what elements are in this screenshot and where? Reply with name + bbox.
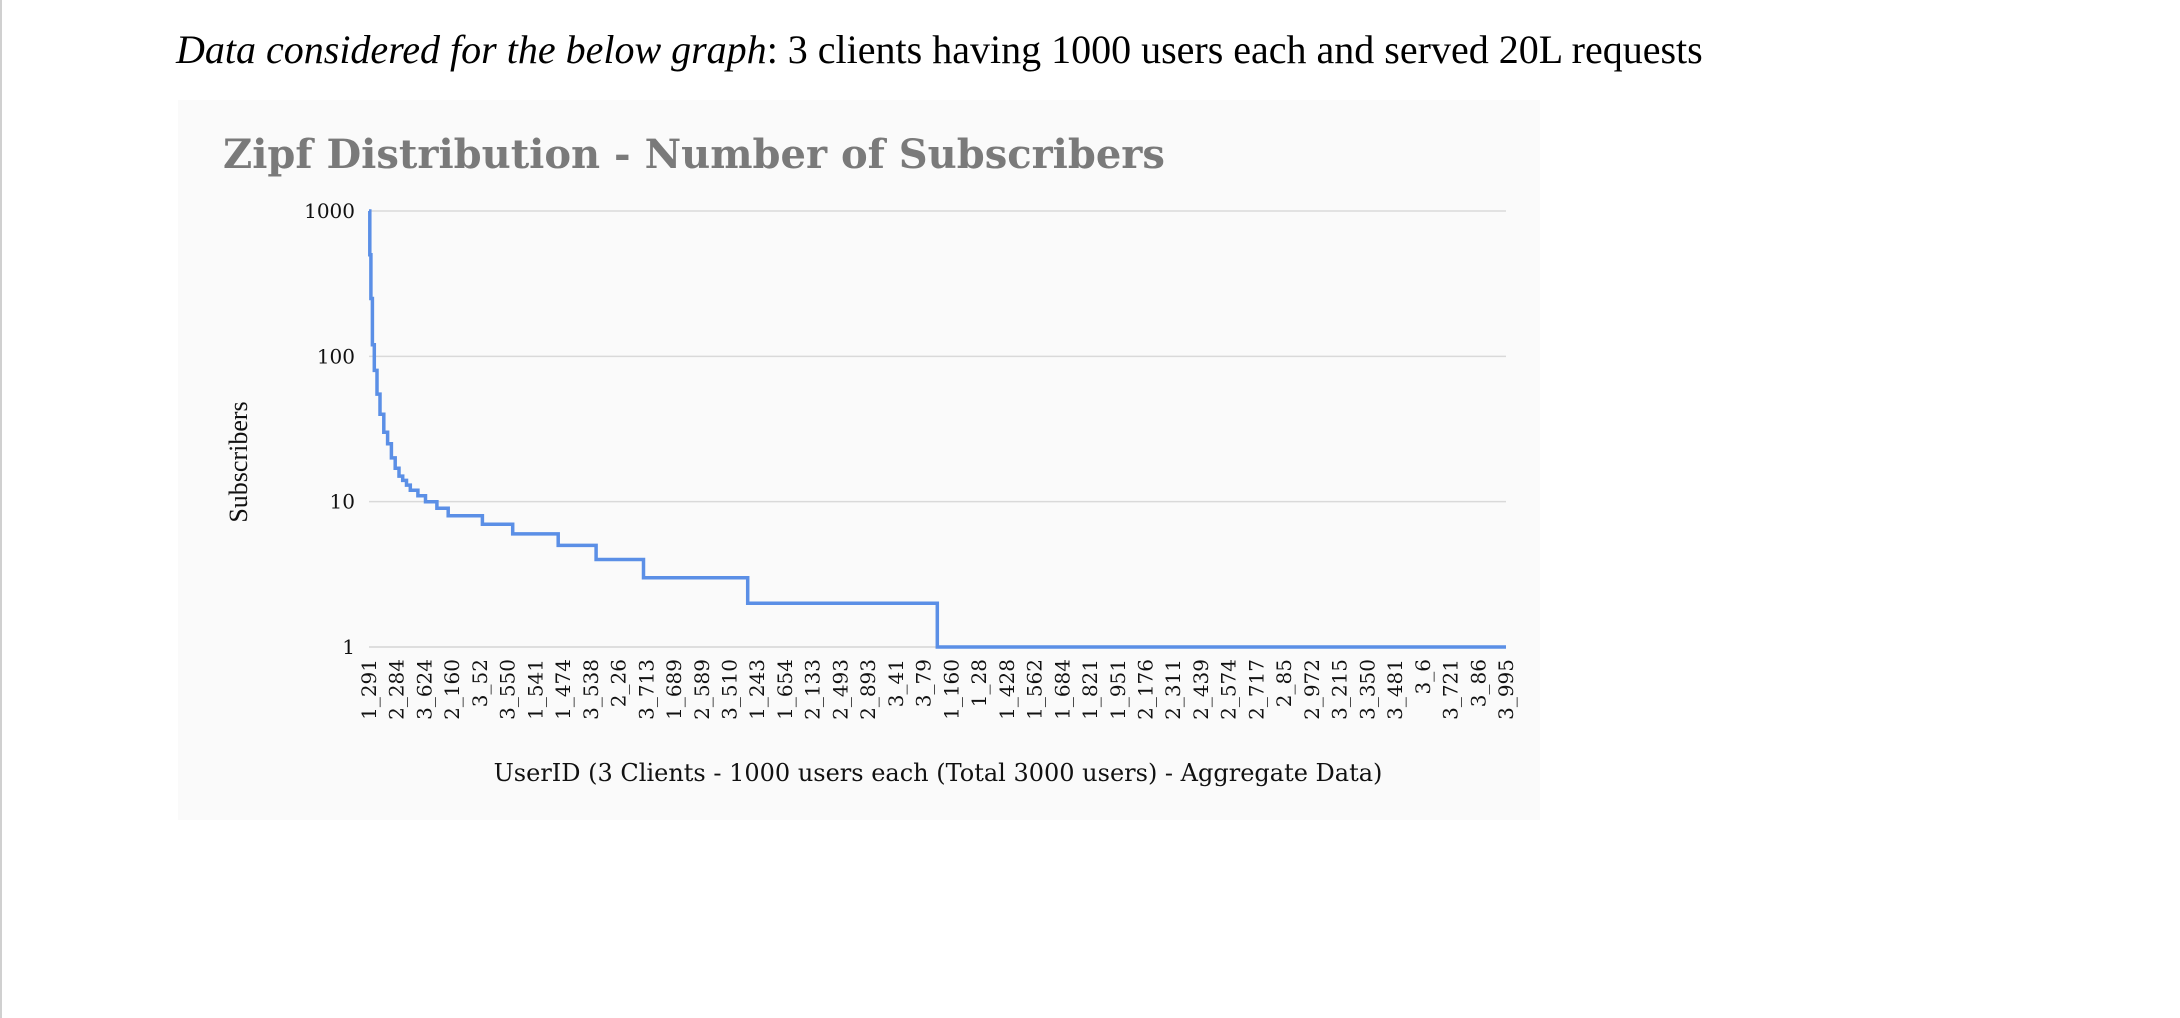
- chart-panel: Zipf Distribution - Number of Subscriber…: [178, 100, 1540, 820]
- x-tick-label: 1_951: [1106, 659, 1130, 720]
- intro-rest: : 3 clients having 1000 users each and s…: [766, 27, 1703, 72]
- x-tick-label: 3_86: [1466, 659, 1490, 707]
- x-tick-label: 3_624: [412, 659, 436, 720]
- x-tick-label: 2_493: [828, 659, 852, 720]
- x-tick-labels: 1_291 2_284 3_624 2_160 3_52 3_550 1_541 1_474 3…: [357, 659, 1518, 720]
- series-group: [368, 209, 1506, 649]
- x-tick-label: 3_52: [468, 659, 492, 707]
- x-tick-label: 1_428: [995, 659, 1019, 720]
- x-tick-label: 3_481: [1383, 659, 1407, 720]
- x-tick-label: 3_41: [884, 659, 908, 707]
- x-tick-label: 1_562: [1023, 659, 1047, 720]
- x-tick-label: 3_6: [1411, 659, 1435, 694]
- x-tick-label: 1_684: [1050, 659, 1074, 720]
- x-tick-label: 2_85: [1272, 659, 1296, 707]
- x-tick-label: 1_654: [773, 659, 797, 720]
- x-tick-label: 1_541: [523, 659, 547, 720]
- x-tick-label: 3_538: [579, 659, 603, 720]
- x-tick-label: 1_689: [662, 659, 686, 720]
- x-tick-label: 2_311: [1161, 659, 1185, 720]
- x-tick-label: 2_893: [856, 659, 880, 720]
- intro-sentence: Data considered for the below graph: 3 c…: [176, 26, 1703, 73]
- x-tick-label: 3_215: [1328, 659, 1352, 720]
- intro-italic: Data considered for the below graph: [176, 27, 767, 72]
- x-tick-label: 1_291: [357, 659, 381, 720]
- x-tick-label: 3_721: [1439, 659, 1463, 720]
- x-tick-label: 2_589: [690, 659, 714, 720]
- x-tick-label: 2_717: [1244, 659, 1268, 720]
- x-tick-label: 1_821: [1078, 659, 1102, 720]
- x-tick-label: 2_133: [801, 659, 825, 720]
- x-tick-label: 3_79: [912, 659, 936, 707]
- y-tick-label: 1: [342, 635, 355, 659]
- y-tick-label: 1000: [304, 199, 355, 223]
- chart-title: Zipf Distribution - Number of Subscriber…: [223, 131, 1165, 178]
- x-tick-label: 1_28: [967, 659, 991, 707]
- series-line: [368, 209, 1506, 649]
- x-tick-label: 2_176: [1133, 659, 1157, 720]
- x-tick-label: 2_439: [1189, 659, 1213, 720]
- y-tick-label: 100: [317, 344, 355, 368]
- x-tick-label: 3_510: [718, 659, 742, 720]
- x-tick-label: 3_350: [1355, 659, 1379, 720]
- zipf-chart: Zipf Distribution - Number of Subscriber…: [223, 131, 1518, 787]
- y-tick-label: 10: [330, 490, 355, 514]
- x-tick-label: 3_550: [496, 659, 520, 720]
- x-tick-label: 2_972: [1300, 659, 1324, 720]
- x-tick-label: 2_26: [607, 659, 631, 707]
- x-axis-label: UserID (3 Clients - 1000 users each (Tot…: [494, 759, 1383, 787]
- grid-lines: [369, 210, 1506, 648]
- page-left-border: [0, 0, 2, 1018]
- x-tick-label: 1_160: [939, 659, 963, 720]
- x-tick-label: 2_284: [385, 659, 409, 720]
- x-tick-label: 3_713: [634, 659, 658, 720]
- x-tick-label: 3_995: [1494, 659, 1518, 720]
- x-tick-label: 1_474: [551, 659, 575, 720]
- x-tick-label: 2_574: [1217, 659, 1241, 720]
- x-tick-label: 1_243: [745, 659, 769, 720]
- x-tick-label: 2_160: [440, 659, 464, 720]
- y-axis-label: Subscribers: [224, 401, 253, 522]
- y-tick-labels: 1 10 100 1000: [304, 199, 355, 659]
